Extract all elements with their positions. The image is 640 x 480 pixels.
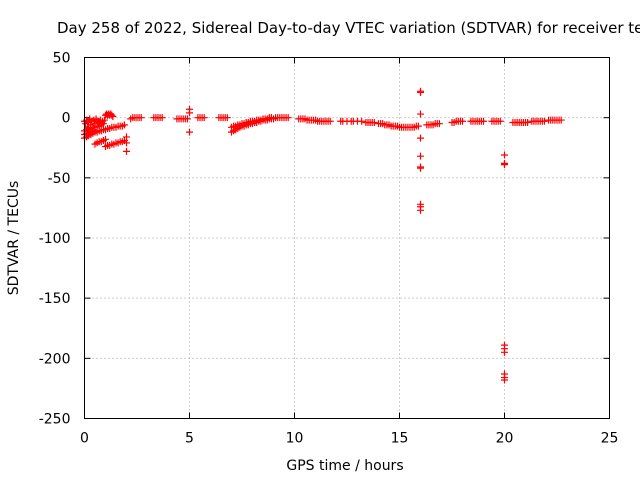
data-point	[123, 147, 130, 155]
y-tick-label: -150	[39, 291, 71, 307]
data-point	[100, 116, 108, 124]
y-tick-label: -200	[39, 351, 71, 367]
data-point	[102, 135, 109, 143]
data-point	[501, 376, 508, 384]
data-point	[200, 114, 208, 122]
data-point	[267, 114, 275, 122]
data-point	[108, 111, 116, 119]
data-point	[417, 152, 424, 160]
data-point	[223, 114, 231, 122]
data-point	[417, 134, 424, 142]
x-axis-label: GPS time / hours	[286, 458, 403, 474]
data-point	[158, 114, 166, 122]
x-tick-label: 25	[601, 431, 619, 447]
x-tick-label: 20	[496, 431, 514, 447]
data-point	[91, 127, 99, 135]
data-point	[123, 139, 130, 147]
data-point	[99, 120, 107, 128]
data-point	[459, 117, 466, 125]
data-point	[123, 133, 130, 141]
x-tick-label: 5	[185, 431, 194, 447]
data-point	[435, 120, 443, 128]
data-point	[326, 117, 334, 125]
data-point	[186, 109, 193, 117]
data-point	[557, 116, 565, 124]
data-point	[95, 122, 103, 130]
data-point	[109, 112, 117, 120]
data-point	[183, 115, 191, 123]
data-point	[186, 128, 193, 136]
data-point	[370, 118, 378, 126]
data-point	[417, 110, 424, 118]
data-point	[137, 114, 145, 122]
data-point	[417, 88, 424, 96]
y-tick-label: 50	[53, 51, 71, 67]
data-point	[82, 120, 90, 128]
data-point	[120, 121, 128, 129]
y-tick-label: 0	[62, 111, 71, 127]
y-tick-label: -250	[39, 412, 71, 428]
data-point	[501, 151, 508, 159]
data-point	[540, 117, 548, 125]
grid	[84, 57, 610, 419]
data-point	[501, 161, 508, 169]
data-point	[417, 164, 424, 172]
axis-ticks	[84, 57, 610, 419]
plot-frame	[84, 57, 610, 419]
data-point	[524, 118, 532, 126]
data-point	[417, 206, 424, 214]
x-tick-label: 15	[391, 431, 409, 447]
data-point	[358, 117, 366, 125]
data-point	[284, 114, 292, 122]
tick-labels: 0 5 10 15 20 25 -250 -200 -150 -100 -50 0 50	[39, 51, 619, 447]
data-point	[501, 348, 508, 356]
x-tick-label: 10	[286, 431, 304, 447]
y-axis-label: SDTVAR / TECUs	[6, 181, 22, 296]
y-tick-label: -50	[48, 171, 71, 187]
data-point	[480, 117, 487, 125]
data-point	[496, 117, 504, 125]
data-point	[414, 122, 422, 130]
x-tick-label: 0	[80, 431, 89, 447]
data-points	[81, 87, 565, 384]
y-tick-label: -100	[39, 231, 71, 247]
chart-title: Day 258 of 2022, Sidereal Day-to-day VTE…	[57, 19, 640, 37]
